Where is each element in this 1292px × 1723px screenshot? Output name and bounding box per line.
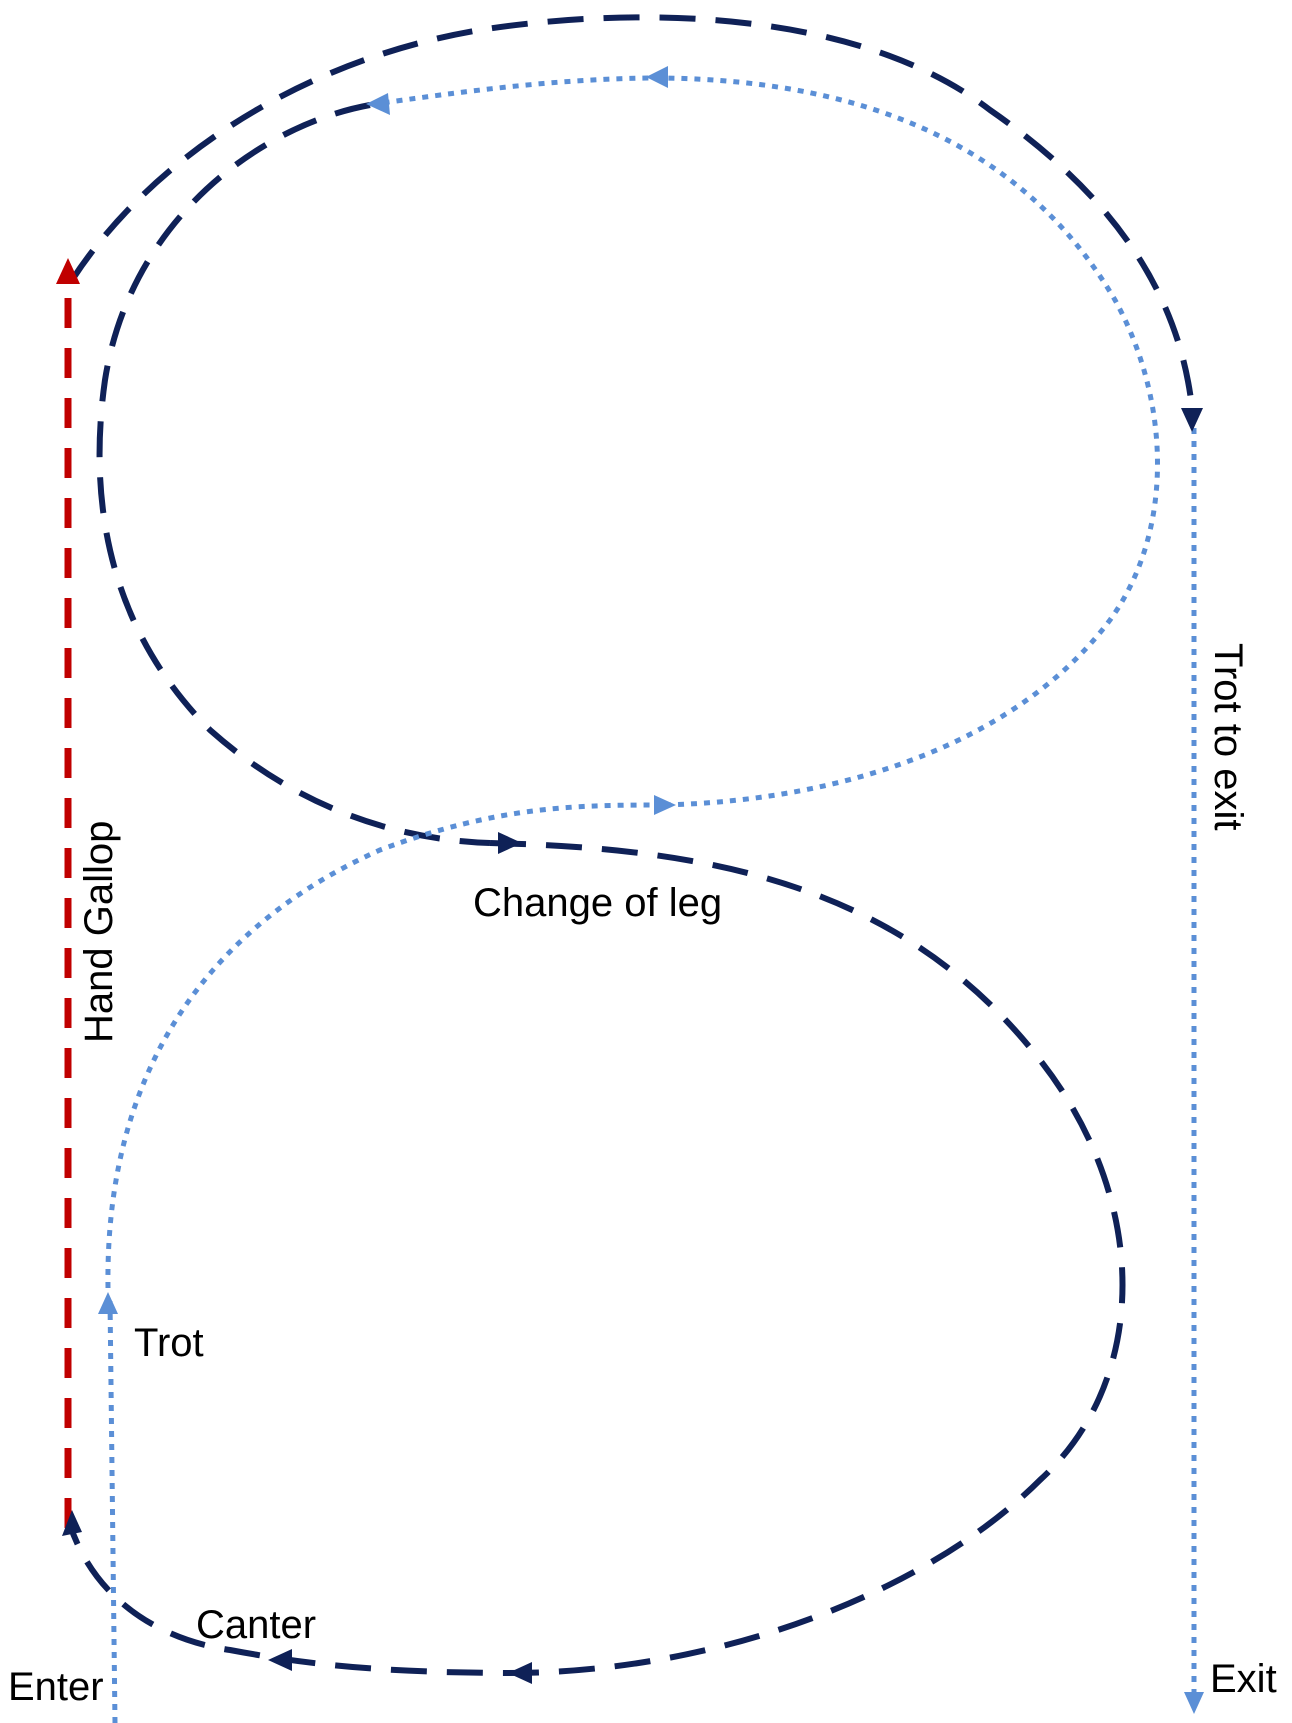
change-of-leg-label: Change of leg: [473, 881, 722, 925]
canter-arrow-bottom-left-icon: [268, 1649, 292, 1671]
exit-label: Exit: [1210, 1657, 1277, 1701]
canter-label: Canter: [196, 1603, 316, 1647]
trot-path-entry: [107, 1299, 118, 1723]
canter-arrow-change-of-leg-icon: [498, 832, 522, 854]
hand-gallop-label: Hand Gallop: [77, 821, 121, 1043]
gallop-arrow-up-icon: [56, 258, 80, 284]
canter-path-lower-loop: [67, 840, 1126, 1677]
trot-arrow-top-right-icon: [646, 66, 668, 88]
trot-label: Trot: [134, 1321, 204, 1365]
enter-label: Enter: [8, 1665, 104, 1709]
canter-path-outer-arc: [69, 14, 1195, 409]
trot-path-diagonal: [105, 802, 666, 1289]
canter-path-inner-arc: [96, 102, 491, 846]
trot-arrow-up-icon: [98, 1292, 118, 1314]
trot-arrow-center-icon: [654, 795, 676, 815]
trot-path-upper-loop: [374, 75, 1160, 808]
trot-arrow-top-left-icon: [366, 93, 390, 115]
canter-arrow-down-right-icon: [1181, 408, 1203, 432]
exit-arrow-down-icon: [1184, 1692, 1204, 1714]
canter-arrow-up-left-icon: [62, 1510, 82, 1536]
trot-to-exit-label: Trot to exit: [1206, 643, 1250, 830]
canter-arrow-bottom-right-icon: [508, 1662, 532, 1684]
